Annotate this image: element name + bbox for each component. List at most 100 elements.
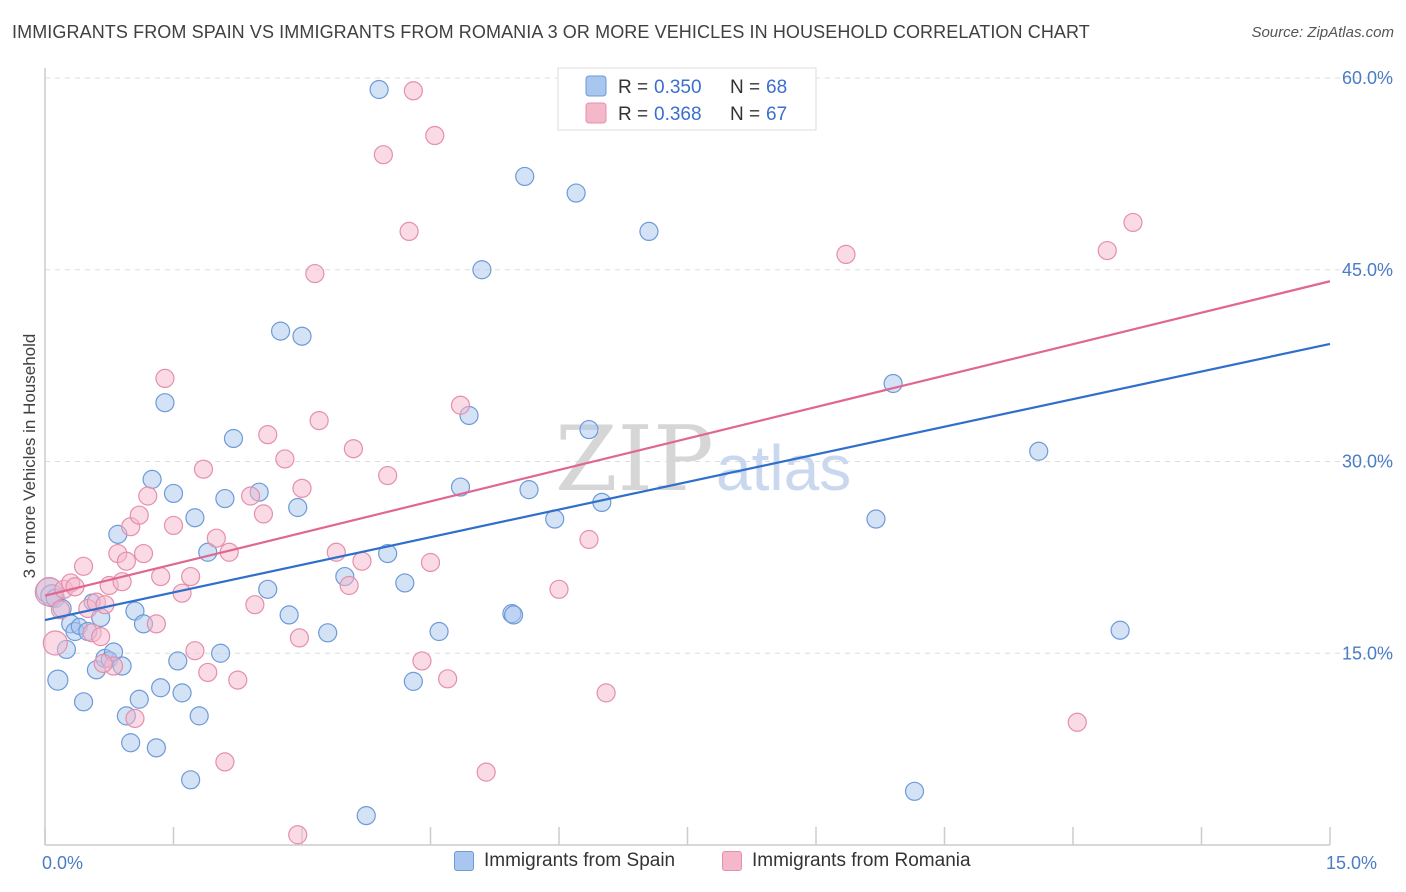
romania-point-6: [73, 556, 94, 576]
bottom-legend-label-spain: Immigrants from Spain: [484, 850, 676, 871]
y-tick-labels: 15.0% 30.0% 45.0% 60.0%: [1342, 68, 1393, 663]
romania-point-43: [305, 263, 325, 284]
y-axis-label: 3 or more Vehicles in Household: [20, 334, 39, 579]
spain-point-31: [181, 770, 201, 790]
spain-point-33: [189, 706, 209, 726]
spain-point-35: [211, 643, 231, 663]
spain-point-39: [258, 579, 278, 599]
watermark-zip: ZIP: [555, 407, 714, 512]
romania-point-65: [1067, 712, 1087, 732]
romania-point-46: [339, 575, 359, 596]
romania-point-59: [579, 529, 599, 550]
romania-point-44: [309, 410, 329, 431]
spain-point-29: [168, 651, 188, 671]
romania-point-39: [275, 449, 295, 469]
spain-point-66: [904, 781, 925, 801]
romania-trend-line: [44, 280, 1331, 597]
spain-point-67: [1029, 441, 1049, 461]
legend-r-value-spain: 0.350: [654, 77, 702, 98]
y-tick-label-1: 30.0%: [1342, 452, 1393, 472]
romania-point-40: [288, 825, 308, 845]
legend-r-label-romania: R =: [618, 104, 648, 125]
romania-point-51: [399, 221, 419, 241]
spain-point-43: [292, 326, 312, 346]
spain-point-40: [270, 321, 291, 341]
romania-point-21: [138, 486, 158, 506]
spain-point-61: [579, 419, 599, 440]
legend-n-label-spain: N =: [730, 77, 760, 98]
romania-point-19: [129, 505, 149, 525]
spain-point-25: [146, 738, 166, 758]
spain-point-56: [503, 605, 524, 625]
spain-point-3: [47, 669, 69, 691]
romania-point-37: [253, 504, 274, 524]
romania-point-20: [133, 543, 154, 564]
romania-point-52: [403, 81, 423, 101]
x-tick-label-max: 15.0%: [1326, 853, 1377, 873]
bottom-legend-romania: Immigrants from Romania: [722, 850, 971, 872]
spain-point-48: [378, 543, 398, 564]
spain-point-58: [519, 480, 539, 500]
spain-point-20: [121, 733, 141, 753]
romania-point-23: [151, 566, 171, 587]
spain-point-30: [172, 683, 192, 703]
legend: R = 0.350 N = 68 R = 0.368 N = 67: [557, 67, 817, 131]
bottom-legend-label-romania: Immigrants from Romania: [752, 850, 971, 871]
romania-point-62: [836, 244, 856, 265]
romania-point-54: [420, 552, 441, 573]
spain-point-51: [429, 621, 449, 642]
romania-point-56: [438, 669, 458, 689]
y-tick-label-0: 15.0%: [1342, 643, 1393, 663]
chart-title: IMMIGRANTS FROM SPAIN VS IMMIGRANTS FROM…: [12, 22, 1090, 42]
spain-point-57: [515, 166, 535, 187]
romania-point-2: [50, 600, 71, 620]
romania-point-1: [42, 630, 68, 656]
romania-point-55: [425, 125, 445, 146]
romania-point-41: [289, 628, 310, 648]
romania-point-58: [476, 762, 496, 782]
romania-point-38: [258, 425, 278, 445]
axes: [44, 68, 1331, 846]
romania-point-63: [1097, 240, 1117, 261]
gridlines: [45, 77, 1395, 654]
spain-point-22: [129, 689, 149, 709]
romania-point-61: [549, 579, 569, 599]
romania-point-29: [193, 459, 214, 479]
spain-point-60: [566, 183, 586, 203]
series-romania-points: [34, 81, 1143, 845]
spain-point-49: [395, 573, 415, 593]
bottom-legend-spain: Immigrants from Spain: [454, 850, 675, 872]
romania-point-25: [163, 515, 184, 536]
spain-point-64: [866, 509, 886, 529]
romania-point-49: [373, 145, 393, 165]
legend-r-label-spain: R =: [618, 77, 648, 98]
x-tick-label-min: 0.0%: [42, 853, 83, 873]
romania-point-36: [245, 595, 265, 615]
spain-point-32: [185, 508, 205, 528]
romania-point-57: [450, 395, 471, 415]
spain-point-37: [223, 428, 244, 449]
spain-trend-line: [44, 342, 1331, 622]
spain-point-47: [369, 79, 389, 100]
legend-swatch-spain: [585, 75, 607, 97]
romania-point-35: [241, 486, 261, 506]
spain-point-24: [142, 469, 162, 489]
romania-point-48: [352, 551, 372, 571]
spain-point-9: [73, 692, 94, 712]
romania-point-26: [172, 583, 192, 603]
spain-point-26: [151, 678, 171, 698]
romania-point-47: [343, 439, 363, 459]
trend-lines: [44, 280, 1331, 622]
y-tick-label-2: 45.0%: [1342, 260, 1393, 280]
spain-point-42: [288, 497, 308, 518]
romania-point-66: [93, 653, 113, 674]
y-tick-label-3: 60.0%: [1342, 68, 1393, 88]
legend-r-value-romania: 0.368: [654, 104, 702, 125]
romania-point-53: [412, 651, 432, 671]
legend-n-value-romania: 67: [766, 104, 787, 125]
romania-point-64: [1123, 212, 1143, 233]
romania-point-22: [146, 614, 166, 634]
spain-point-52: [450, 477, 471, 497]
romania-point-60: [596, 683, 616, 703]
